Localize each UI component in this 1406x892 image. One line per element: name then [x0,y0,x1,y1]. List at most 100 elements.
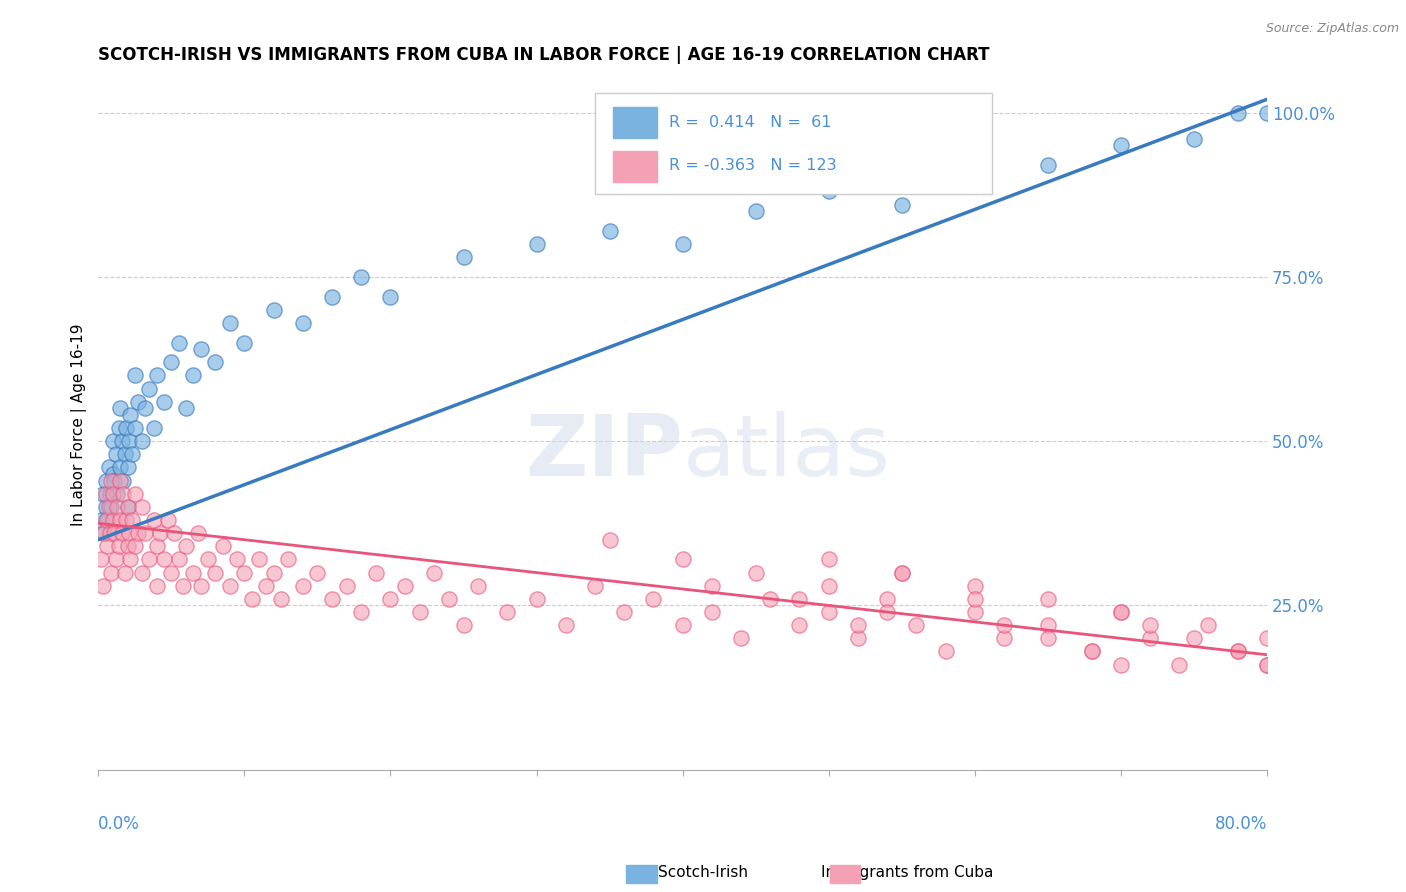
Point [134,526,156,541]
Point [101,486,124,500]
Point [211,539,233,553]
Point [110,474,132,488]
Point [700,605,723,619]
Point [146,579,169,593]
Point [554,618,576,632]
Point [160,566,183,580]
Text: 0.0%: 0.0% [98,814,141,832]
Point [172,579,194,593]
Point [409,605,432,619]
Point [91,486,114,500]
Point [583,579,606,593]
Point [94,474,117,488]
Point [181,566,204,580]
Point [142,421,165,435]
Point [112,474,135,488]
Point [1109,657,1132,672]
Point [127,394,149,409]
Point [94,513,117,527]
Point [117,500,139,514]
Point [101,467,124,481]
Point [599,533,621,547]
Point [1226,644,1249,658]
Text: R = -0.363   N = 123: R = -0.363 N = 123 [669,159,837,173]
Point [817,579,839,593]
Point [101,513,124,527]
Point [127,526,149,541]
Y-axis label: In Labor Force | Age 16-19: In Labor Force | Age 16-19 [72,324,87,526]
Point [890,566,912,580]
Text: atlas: atlas [683,411,890,494]
Point [190,342,212,356]
Point [263,302,285,317]
Point [993,632,1015,646]
Point [163,526,186,541]
Point [789,618,811,632]
Point [190,579,212,593]
Point [1182,132,1205,146]
Point [105,500,128,514]
Point [1256,105,1278,120]
Point [107,421,129,435]
Point [350,269,373,284]
Point [110,401,132,416]
Point [1256,657,1278,672]
Point [993,618,1015,632]
Point [101,434,124,449]
Point [96,539,118,553]
Point [93,526,115,541]
Point [233,335,256,350]
Point [91,579,114,593]
Point [117,500,139,514]
Point [218,579,240,593]
Point [112,486,135,500]
Point [218,316,240,330]
Point [526,591,548,606]
Point [789,591,811,606]
Point [174,539,197,553]
Point [146,539,169,553]
Point [437,591,460,606]
Point [105,486,128,500]
Point [98,486,121,500]
Point [204,355,226,369]
Point [103,526,125,541]
Point [97,460,120,475]
Point [1139,618,1161,632]
FancyBboxPatch shape [613,151,657,182]
Point [613,605,636,619]
Point [110,460,132,475]
Point [131,566,153,580]
Point [1139,632,1161,646]
Point [270,591,292,606]
Point [107,539,129,553]
Point [1109,605,1132,619]
Point [167,552,190,566]
Point [1080,644,1102,658]
Point [111,434,134,449]
Point [117,539,139,553]
Text: 80.0%: 80.0% [1215,814,1267,832]
Text: SCOTCH-IRISH VS IMMIGRANTS FROM CUBA IN LABOR FORCE | AGE 16-19 CORRELATION CHAR: SCOTCH-IRISH VS IMMIGRANTS FROM CUBA IN … [98,46,990,64]
Point [1036,618,1059,632]
Point [181,368,204,383]
Point [846,618,869,632]
Point [817,552,839,566]
Point [197,552,219,566]
Point [744,204,766,219]
Point [247,552,270,566]
Point [890,566,912,580]
Point [115,421,138,435]
Text: Immigrants from Cuba: Immigrants from Cuba [821,865,993,880]
Point [599,224,621,238]
Point [846,632,869,646]
Point [672,237,695,252]
Point [730,632,752,646]
Point [1109,138,1132,153]
Text: Source: ZipAtlas.com: Source: ZipAtlas.com [1265,22,1399,36]
Point [935,644,957,658]
Point [138,382,160,396]
Point [90,552,112,566]
Point [307,566,329,580]
Point [100,566,122,580]
